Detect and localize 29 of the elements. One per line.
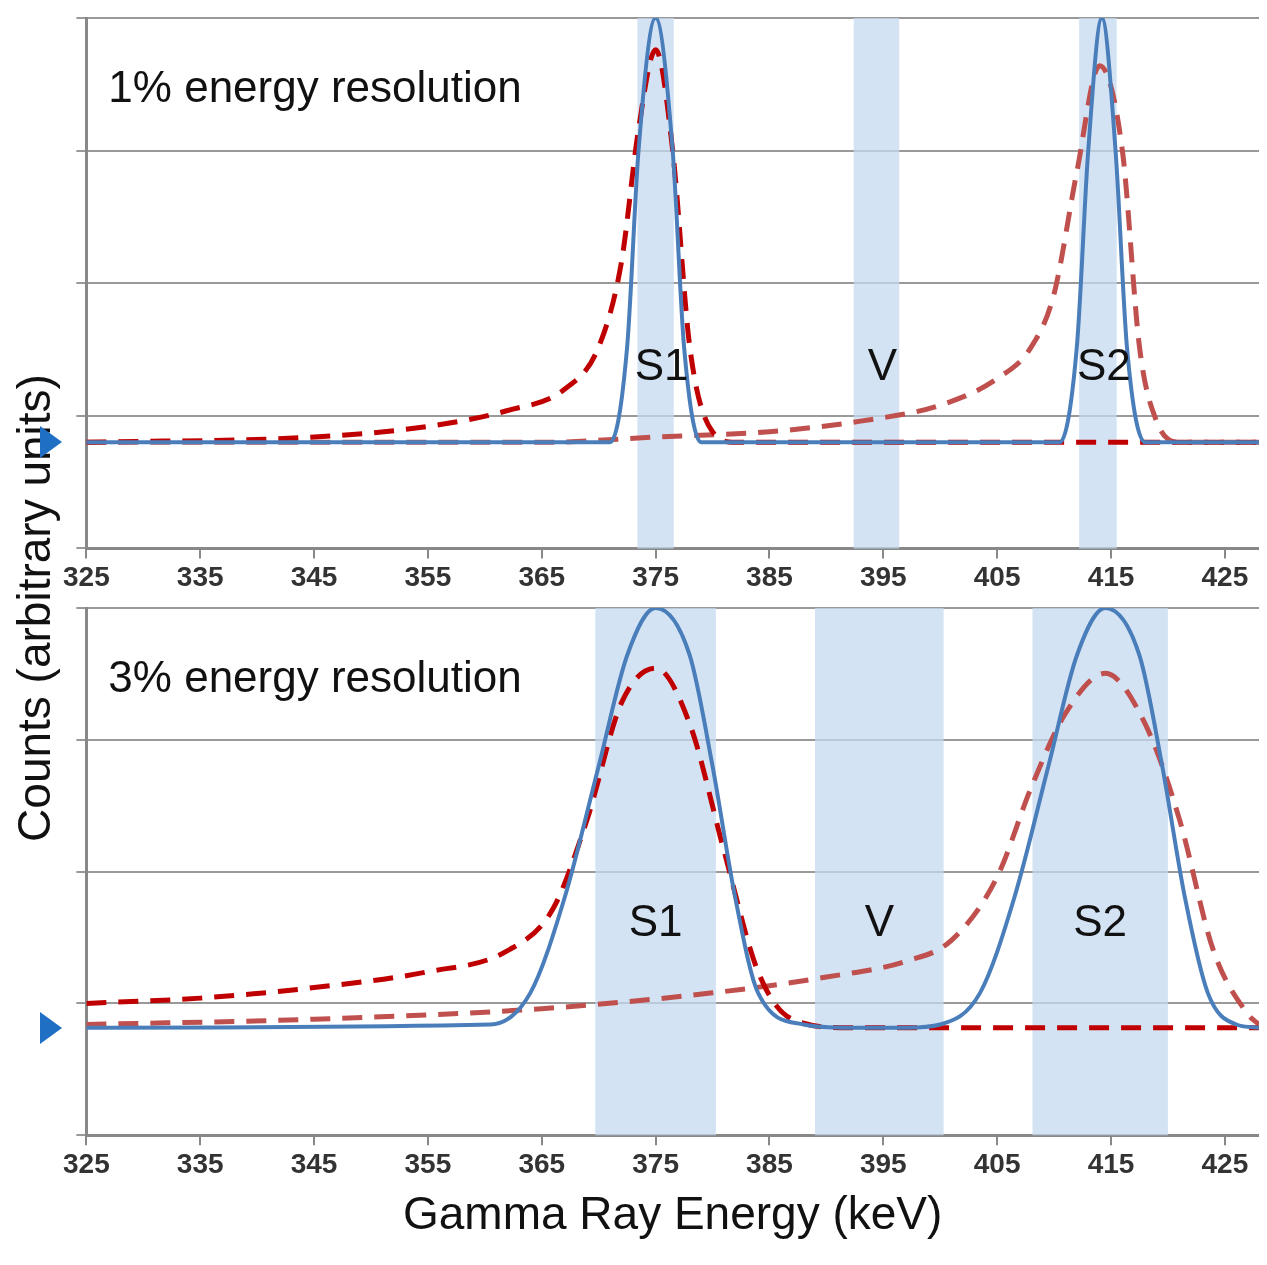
x-tick-label: 355 xyxy=(404,560,452,592)
x-tick-label: 365 xyxy=(518,560,566,592)
band-label: S1 xyxy=(628,896,683,946)
text: 3% energy resolution xyxy=(108,652,522,702)
x-tick-label: 395 xyxy=(859,1147,907,1179)
x-tick-label: 375 xyxy=(632,560,679,592)
text: 1% energy resolution xyxy=(108,62,522,112)
x-tick-label: 415 xyxy=(1087,1147,1135,1179)
x-tick-label: 355 xyxy=(404,1147,452,1179)
x-tick-label: 425 xyxy=(1201,560,1249,592)
x-tick-label: 425 xyxy=(1201,1147,1249,1179)
x-tick-label: 325 xyxy=(63,1147,110,1179)
x-axis-title: Gamma Ray Energy (keV) xyxy=(402,1187,943,1240)
x-tick-label: 385 xyxy=(746,560,793,592)
x-tick-label: 335 xyxy=(176,560,224,592)
x-tick-label: 405 xyxy=(973,560,1021,592)
x-tick-label: 345 xyxy=(290,1147,338,1179)
x-tick-label: 335 xyxy=(176,1147,224,1179)
x-tick-label: 345 xyxy=(290,560,338,592)
band-label: V xyxy=(864,896,895,946)
x-tick-label: 405 xyxy=(973,1147,1021,1179)
x-tick-label: 415 xyxy=(1087,560,1135,592)
x-tick-label: 325 xyxy=(63,560,110,592)
x-tick-label: 375 xyxy=(632,1147,679,1179)
band-label: V xyxy=(867,340,898,390)
x-tick-label: 395 xyxy=(859,560,907,592)
band-label: S2 xyxy=(1073,896,1128,946)
x-tick-label: 365 xyxy=(518,1147,566,1179)
x-tick-label: 385 xyxy=(746,1147,793,1179)
